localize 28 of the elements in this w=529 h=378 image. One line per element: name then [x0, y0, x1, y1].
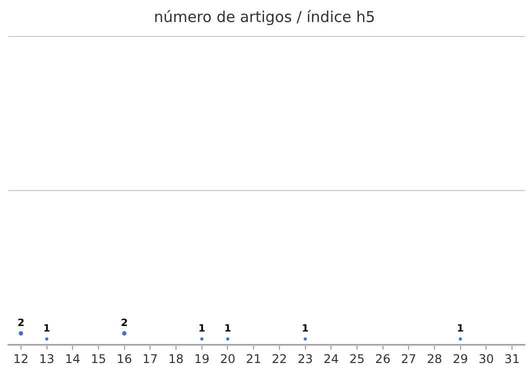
data-label: 1	[302, 324, 309, 335]
x-tick-label: 19	[194, 352, 210, 366]
x-tick-label: 13	[39, 352, 54, 366]
x-tick-label: 18	[168, 352, 184, 366]
x-tick-label: 15	[90, 352, 106, 366]
x-tick-label: 20	[220, 352, 236, 366]
data-label: 2	[120, 318, 128, 329]
data-label: 1	[224, 324, 232, 335]
data-label: 1	[43, 324, 50, 335]
x-tick-label: 29	[452, 352, 468, 366]
chart-title: número de artigos / índice h5	[152, 8, 376, 26]
x-tick-label: 14	[64, 352, 80, 366]
x-tick-label: 26	[375, 352, 390, 366]
x-tick-label: 21	[246, 352, 262, 366]
x-tick-label: 17	[142, 352, 158, 366]
x-tick-label: 25	[349, 352, 365, 366]
x-tick-label: 27	[401, 352, 416, 366]
x-tick-label: 24	[323, 352, 339, 366]
x-tick-label: 23	[298, 352, 313, 366]
data-label: 2	[17, 318, 24, 329]
x-tick-label: 22	[272, 352, 288, 366]
x-tick-label: 12	[13, 352, 29, 366]
x-tick-label: 28	[426, 352, 442, 366]
x-tick-label: 30	[478, 352, 494, 366]
data-label: 1	[198, 324, 206, 335]
x-tick-label: 16	[116, 352, 132, 366]
x-tick-label: 31	[504, 352, 520, 366]
data-label: 1	[456, 324, 464, 335]
